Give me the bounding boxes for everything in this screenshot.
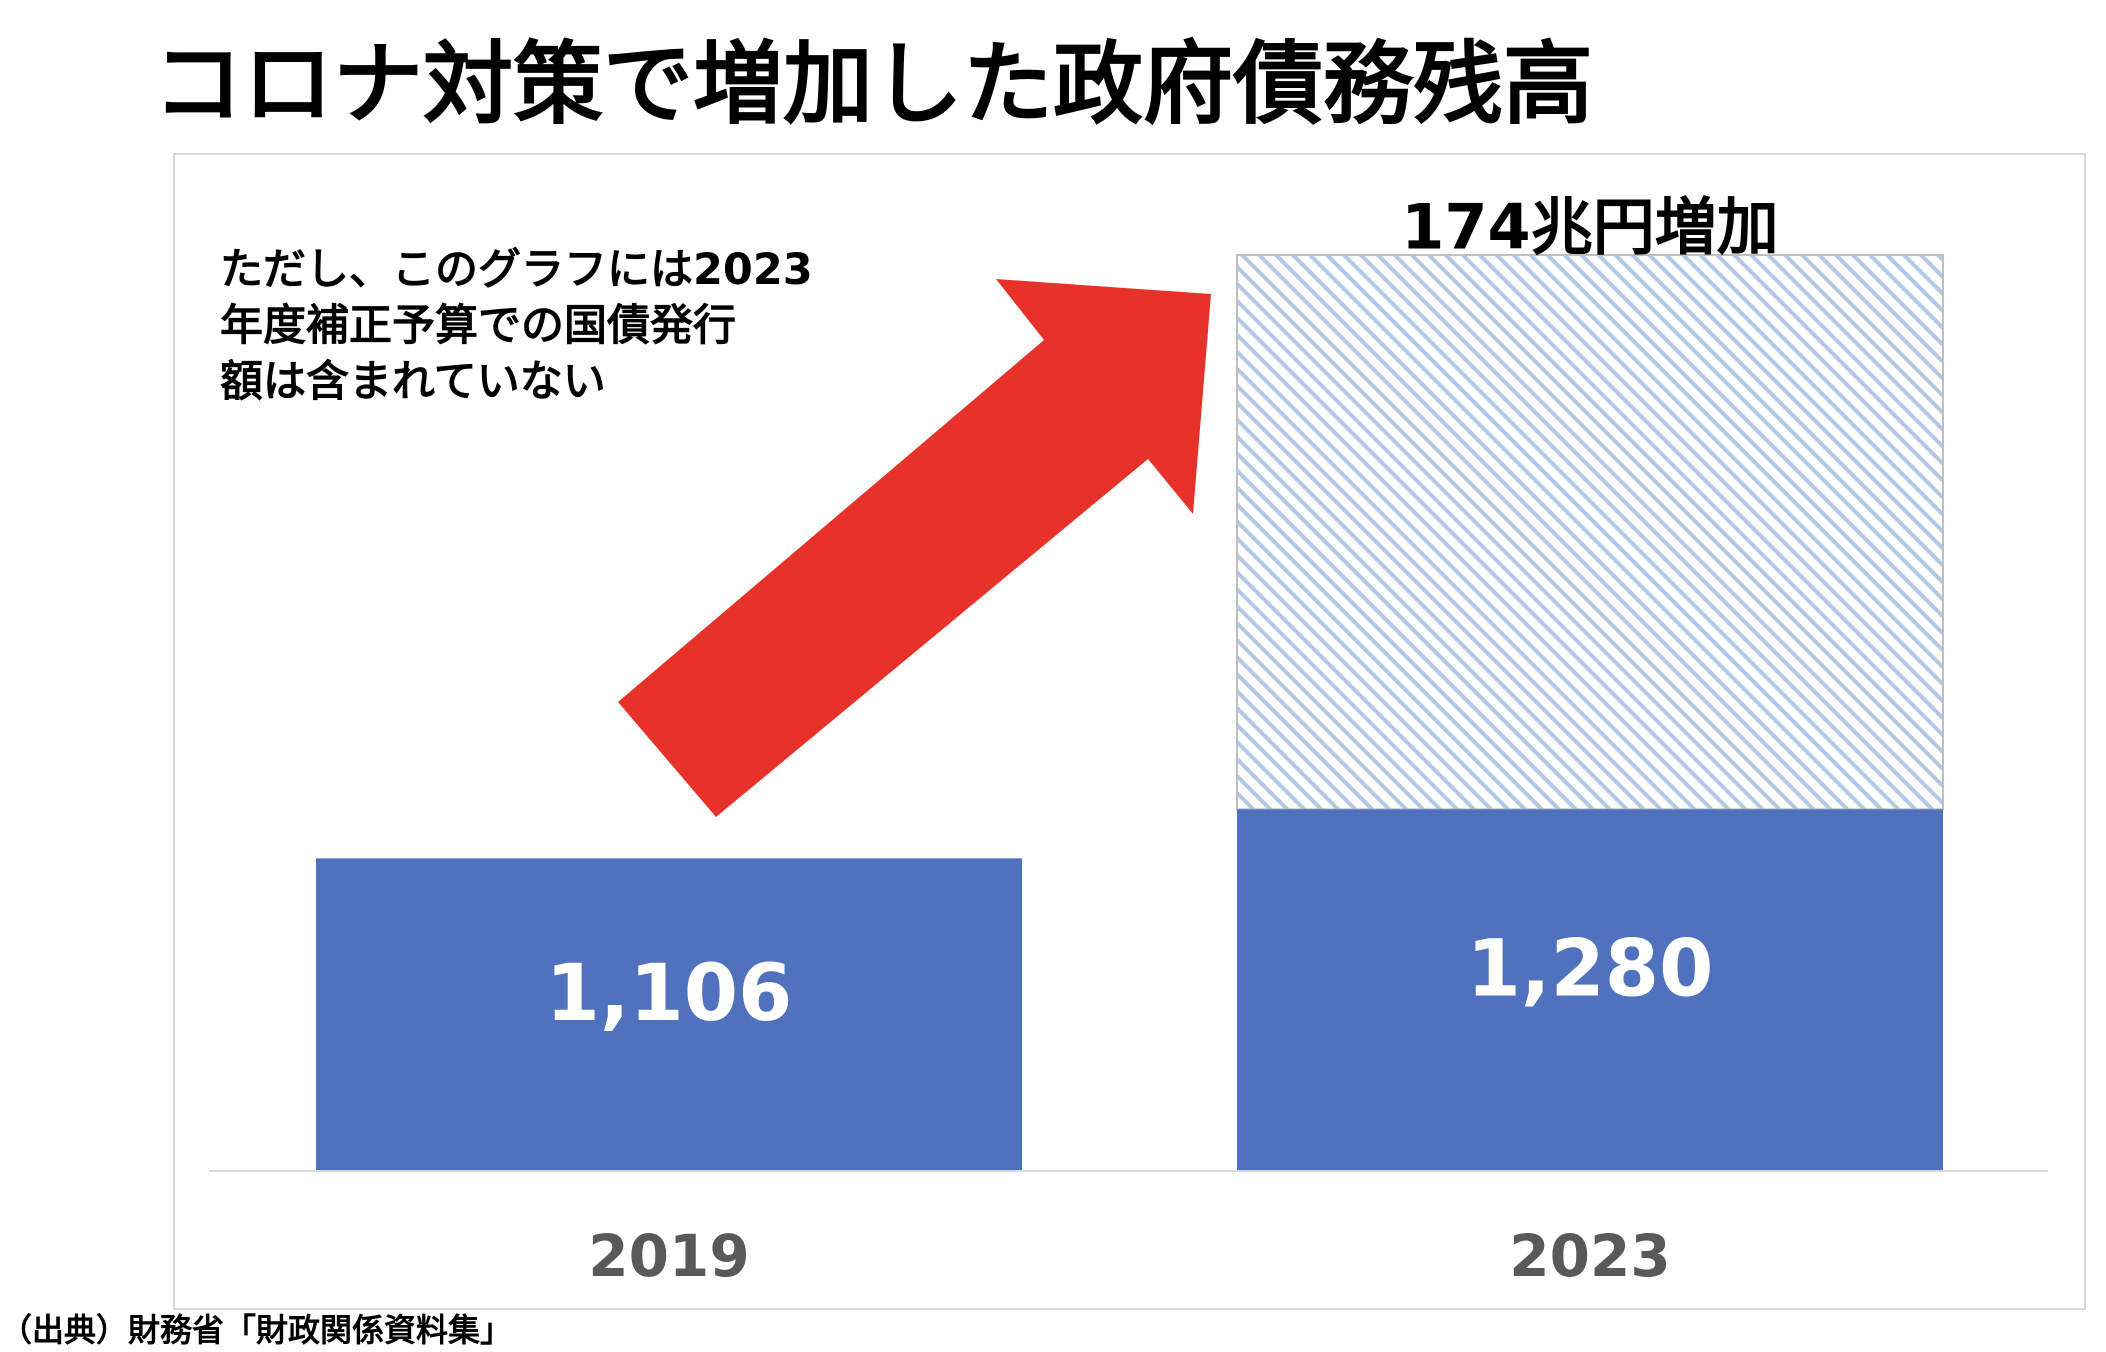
bar-2019 bbox=[316, 858, 1022, 1170]
category-label-2019: 2019 bbox=[588, 1222, 749, 1290]
bar-group: 1,106 2019 174兆円増加 1,280 2023 bbox=[316, 191, 1944, 1290]
source-citation: （出典）財務省「財政関係資料集」 bbox=[0, 1311, 513, 1349]
value-label-2019: 1,106 bbox=[546, 949, 793, 1039]
increase-hatched-box bbox=[1236, 254, 1944, 811]
chart-frame bbox=[173, 153, 2086, 1310]
note-line: ただし、このグラフには2023 bbox=[220, 245, 813, 295]
category-label-2023: 2023 bbox=[1509, 1222, 1670, 1290]
chart-note: ただし、このグラフには2023 年度補正予算での国債発行 額は含まれていない bbox=[220, 242, 813, 410]
page-title: コロナ対策で増加した政府債務残高 bbox=[153, 32, 1593, 137]
note-line: 額は含まれていない bbox=[220, 357, 606, 407]
up-right-arrow-icon bbox=[618, 279, 1211, 817]
value-label-2023: 1,280 bbox=[1467, 925, 1714, 1015]
increase-label: 174兆円増加 bbox=[1401, 191, 1778, 264]
note-line: 年度補正予算での国債発行 bbox=[220, 301, 736, 351]
bar-2023 bbox=[1237, 809, 1943, 1170]
